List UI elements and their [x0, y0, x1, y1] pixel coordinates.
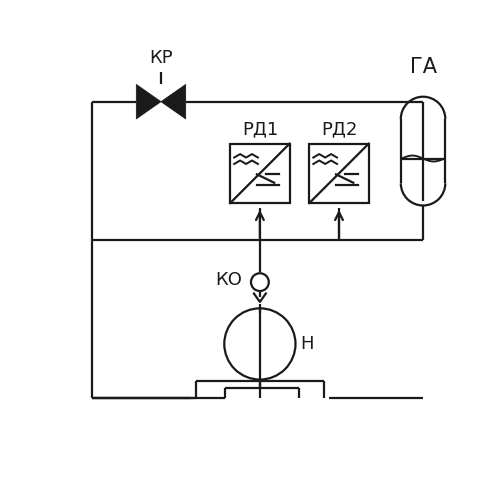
Text: РД1: РД1 — [242, 120, 278, 138]
Text: РД2: РД2 — [321, 120, 357, 138]
Polygon shape — [161, 84, 186, 119]
Text: Н: Н — [300, 335, 314, 353]
Text: КО: КО — [216, 270, 242, 288]
Polygon shape — [136, 84, 161, 119]
Bar — [310, 144, 368, 203]
Bar — [230, 144, 290, 203]
Text: ГА: ГА — [410, 57, 436, 77]
Text: КР: КР — [149, 49, 173, 67]
